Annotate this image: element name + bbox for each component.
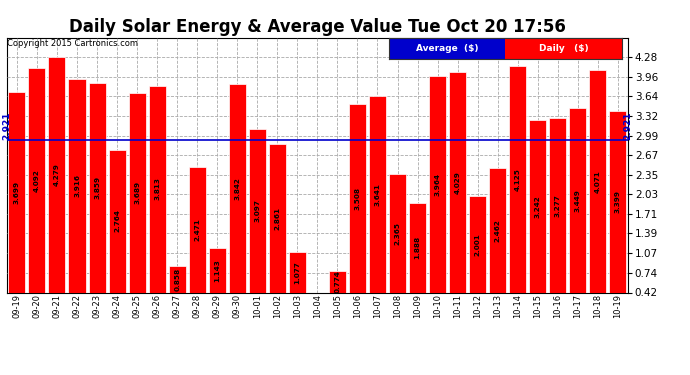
Bar (88, 83, 106, 292)
Bar (128, 93, 146, 292)
Bar (108, 150, 126, 292)
Text: 0.858: 0.858 (174, 268, 180, 291)
Text: 3.399: 3.399 (615, 190, 621, 213)
Bar (188, 167, 206, 292)
Text: 2.365: 2.365 (395, 222, 400, 245)
Text: 3.097: 3.097 (255, 200, 260, 222)
Text: 4.279: 4.279 (54, 164, 60, 186)
Bar (269, 144, 286, 292)
Bar (148, 86, 166, 292)
Text: 3.964: 3.964 (435, 173, 441, 196)
Text: 3.277: 3.277 (555, 194, 561, 217)
Bar (569, 108, 586, 292)
Text: 2.462: 2.462 (495, 219, 501, 242)
Text: 0.774: 0.774 (335, 270, 340, 293)
Bar (349, 104, 366, 292)
Text: 3.242: 3.242 (535, 195, 541, 218)
Bar (28, 69, 46, 292)
Text: 3.916: 3.916 (74, 174, 80, 197)
Bar (208, 248, 226, 292)
Text: 3.699: 3.699 (14, 181, 20, 204)
Title: Daily Solar Energy & Average Value Tue Oct 20 17:56: Daily Solar Energy & Average Value Tue O… (69, 18, 566, 36)
Text: 4.071: 4.071 (595, 170, 601, 192)
Bar (529, 120, 546, 292)
Bar (489, 168, 506, 292)
Bar (549, 118, 566, 292)
Bar (509, 66, 526, 292)
Bar (289, 252, 306, 292)
Bar (48, 57, 66, 292)
Text: 4.029: 4.029 (455, 171, 461, 194)
Text: 4.125: 4.125 (515, 168, 521, 191)
Text: 2.861: 2.861 (275, 207, 280, 230)
Text: 3.508: 3.508 (355, 187, 360, 210)
Text: 2.764: 2.764 (114, 210, 120, 232)
Bar (589, 70, 607, 292)
Text: 1.077: 1.077 (295, 261, 300, 284)
Bar (609, 111, 627, 292)
Bar (369, 96, 386, 292)
Bar (68, 79, 86, 292)
Bar (469, 196, 486, 292)
Bar (168, 266, 186, 292)
Text: 3.813: 3.813 (154, 178, 160, 201)
Text: 4.092: 4.092 (34, 169, 40, 192)
Text: 1.888: 1.888 (415, 236, 421, 259)
Bar (8, 93, 26, 292)
Bar (409, 203, 426, 292)
Bar (229, 84, 246, 292)
Text: 3.842: 3.842 (235, 177, 240, 200)
Text: 2.921: 2.921 (623, 111, 633, 140)
Text: 3.859: 3.859 (94, 176, 100, 199)
Text: 3.641: 3.641 (375, 183, 380, 206)
Bar (429, 76, 446, 292)
Text: 2.471: 2.471 (194, 219, 200, 242)
Text: 3.449: 3.449 (575, 189, 581, 211)
Text: 2.001: 2.001 (475, 233, 481, 256)
Bar (449, 72, 466, 292)
Text: Copyright 2015 Cartronics.com: Copyright 2015 Cartronics.com (7, 39, 138, 48)
Text: 3.689: 3.689 (134, 181, 140, 204)
Bar (389, 174, 406, 292)
Text: 1.143: 1.143 (214, 259, 220, 282)
Bar (329, 271, 346, 292)
Text: 2.921: 2.921 (2, 111, 12, 140)
Bar (249, 129, 266, 292)
